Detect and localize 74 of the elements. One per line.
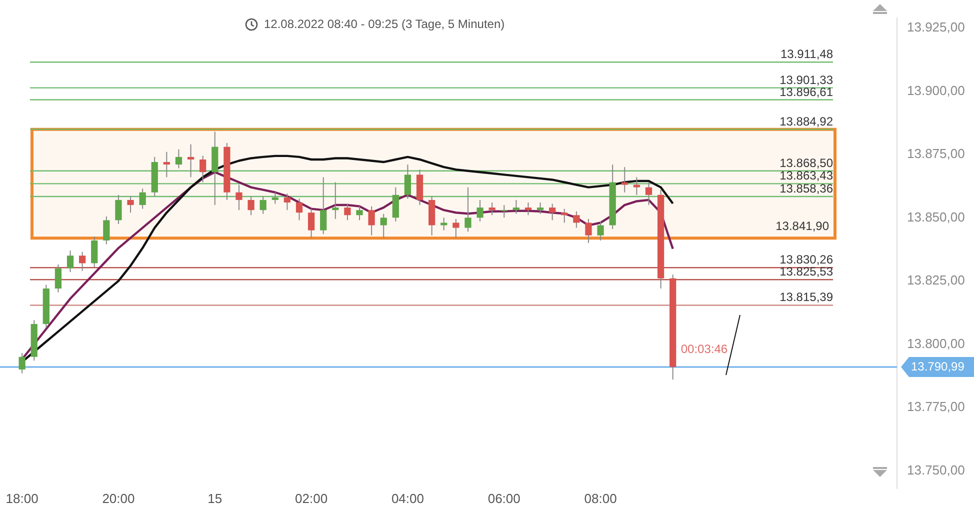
- band-label: 13.841,90: [776, 219, 830, 234]
- candlestick: [175, 148, 182, 169]
- candlestick: [356, 206, 363, 221]
- y-tick-label: 13.800,00: [907, 336, 965, 351]
- candlestick: [200, 155, 206, 183]
- y-tick-label: 13.775,00: [907, 399, 965, 414]
- ref-line-label: 13.858,36: [780, 182, 834, 196]
- y-tick-label: 13.900,00: [907, 82, 965, 98]
- candlestick: [103, 216, 110, 245]
- candlestick: [621, 166, 628, 193]
- candlestick: [452, 218, 460, 238]
- ref-line-label: 13.790,99: [911, 359, 965, 374]
- candlestick: [236, 184, 242, 211]
- candlestick: [464, 186, 472, 232]
- ref-line-label: 13.830,26: [780, 252, 834, 267]
- candlestick: [633, 176, 640, 196]
- x-tick-label: 18:00: [6, 490, 38, 506]
- candlestick: [524, 202, 532, 216]
- candlestick: [645, 182, 652, 206]
- candlestick: [573, 210, 580, 228]
- x-tick-label: 20:00: [102, 490, 135, 506]
- candlestick: [248, 196, 254, 216]
- ref-line-label: 13.896,61: [780, 84, 834, 99]
- candlestick: [18, 352, 26, 374]
- candlestick: [127, 196, 134, 214]
- candlestick: [296, 198, 303, 221]
- ref-line-label: 13.901,33: [780, 72, 834, 87]
- candlestick: [440, 217, 448, 231]
- candlestick: [561, 208, 568, 224]
- candlestick: [597, 220, 604, 241]
- candlestick: [368, 206, 375, 236]
- ref-line-label: 13.825,53: [780, 264, 834, 279]
- y-tick-label: 13.875,00: [907, 146, 965, 162]
- x-tick-label: 06:00: [488, 490, 520, 506]
- candlestick: [54, 264, 62, 293]
- y-tick-label: 13.925,00: [907, 20, 965, 34]
- candlestick: [488, 202, 496, 216]
- x-tick-label: 08:00: [584, 490, 617, 506]
- y-tick-label: 13.825,00: [907, 272, 965, 288]
- candlestick: [392, 186, 399, 222]
- chart-title: 12.08.2022 08:40 - 09:25 (3 Tage, 5 Minuten): [264, 17, 505, 31]
- candlestick: [344, 203, 351, 221]
- ref-line-label: 13.911,48: [780, 47, 834, 62]
- candlestick: [284, 193, 291, 211]
- text: 00:03:46: [680, 342, 728, 356]
- candlestick: [163, 151, 170, 178]
- y-tick-label: 13.850,00: [907, 209, 965, 224]
- ref-line-label: 13.863,43: [780, 168, 834, 183]
- x-tick-label: 04:00: [391, 490, 424, 506]
- candlestick: [272, 192, 278, 204]
- ref-line-label: 13.815,39: [780, 290, 834, 304]
- y-tick-label: 13.750,00: [907, 462, 965, 478]
- candlestick: [187, 144, 194, 178]
- candlestick: [404, 164, 412, 200]
- candlestick: [79, 251, 86, 272]
- candlestick: [91, 236, 98, 268]
- x-tick-label: 15: [208, 490, 222, 506]
- ref-line-label: 13.884,92: [780, 114, 834, 128]
- candlestick: [260, 196, 266, 214]
- candlestick: [512, 199, 520, 214]
- candlestick: [549, 203, 556, 221]
- candlestick: [585, 218, 592, 244]
- ref-line-label: 13.868,50: [780, 156, 834, 170]
- candlestick: [536, 202, 544, 214]
- candlestick: [139, 188, 146, 210]
- candlestick: [308, 208, 315, 238]
- candlestick: [115, 194, 122, 225]
- candlestick: [500, 204, 508, 218]
- x-tick-label: 02:00: [295, 490, 328, 506]
- candlestick: [380, 213, 387, 238]
- candlestick: [320, 176, 327, 235]
- candlestick: [332, 182, 339, 220]
- candlestick: [66, 250, 74, 273]
- candlestick: [476, 199, 484, 222]
